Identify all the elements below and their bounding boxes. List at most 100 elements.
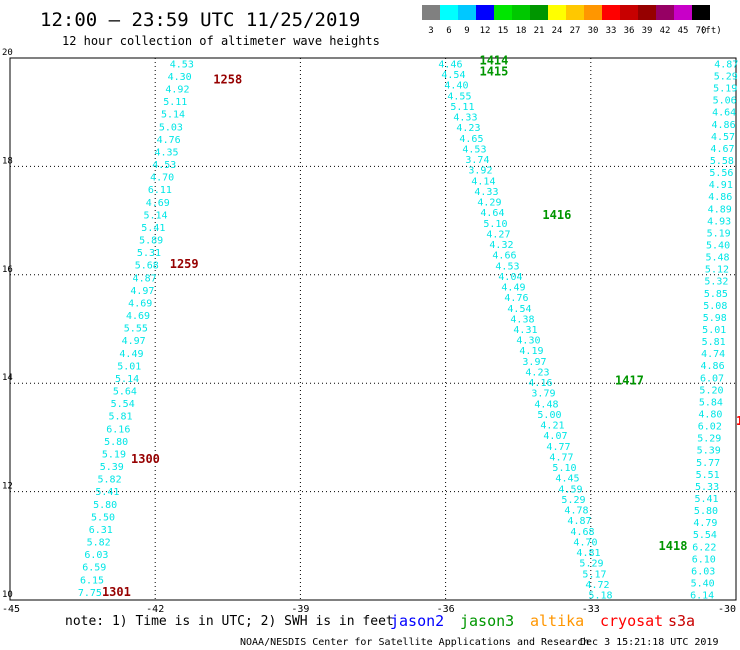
swh-value: 4.77 [546,442,570,453]
time-label: 1416 [542,208,571,222]
swh-value: 4.21 [540,421,564,432]
footer-credit: NOAA/NESDIS Center for Satellite Applica… [240,637,589,648]
swh-value: 6.16 [106,424,130,435]
swh-value: 5.56 [709,168,733,179]
swh-value: 5.29 [697,434,721,445]
swh-value: 5.39 [100,462,124,473]
swh-value: 4.69 [126,311,150,322]
swh-value: 4.74 [701,349,725,360]
legend-swatch [530,5,548,20]
x-axis-ticks: -45 -42 -39 -36 -33 -30 [2,604,736,615]
swh-value: 4.54 [507,304,531,315]
swh-value: 4.53 [170,59,194,70]
swh-value: 5.54 [111,399,135,410]
legend-unit: (ft) [700,26,722,36]
plot-area: 20 18 16 14 12 10 -45 -42 -39 -36 -33 -30 4.53 4.30… [2,48,740,615]
legend-swatch [422,5,440,20]
swh-value: 5.19 [707,228,731,239]
y-tick-label: 18 [2,156,13,166]
y-tick-label: 16 [2,265,13,275]
swh-value: 4.69 [146,198,170,209]
swh-value: 4.49 [501,283,525,294]
swh-value: 4.64 [480,208,504,219]
swh-value: 5.00 [537,410,561,421]
legend-swatch [440,5,458,20]
time-label: 13 [736,414,740,428]
x-tick-label: -36 [437,604,455,615]
satellite-label: jason2 [390,612,444,630]
legend-label: 6 [446,26,451,36]
swh-value: 5.98 [703,313,727,324]
swh-value: 5.41 [141,223,165,234]
swh-value: 4.38 [510,314,534,325]
swh-value: 4.87 [714,59,738,70]
y-tick-label: 14 [2,373,13,383]
swh-value: 4.78 [564,506,588,517]
legend-swatch [602,5,620,20]
swh-value: 3.79 [531,389,555,400]
swh-value: 4.68 [570,527,594,538]
swh-value: 5.29 [579,559,603,570]
swh-value: 6.03 [691,566,715,577]
swh-value: 5.31 [137,248,161,259]
legend-label: 15 [498,26,509,36]
footer-note: note: 1) Time is in UTC; 2) SWH is in fe… [65,614,394,629]
swh-value: 4.97 [122,336,146,347]
satellite-label: s3a [668,612,695,630]
legend-label: 39 [642,26,653,36]
swh-value: 4.77 [549,452,573,463]
legend-label: 45 [678,26,689,36]
time-label: 1414 [479,54,508,68]
swh-value: 4.16 [528,378,552,389]
swh-value: 4.86 [701,361,725,372]
swh-value: 5.64 [113,387,137,398]
x-tick-label: -39 [291,604,309,615]
swh-value: 4.59 [558,484,582,495]
swh-value: 4.66 [492,251,516,262]
swh-value: 4.04 [498,272,522,283]
legend-label: 30 [588,26,599,36]
swh-value: 3.74 [465,155,489,166]
footer-timestamp: Dec 3 15:21:18 UTC 2019 [580,637,718,648]
y-axis-ticks: 20 18 16 14 12 10 [2,48,13,600]
swh-value: 4.30 [516,336,540,347]
swh-value: 5.58 [710,156,734,167]
swh-value: 6.31 [89,525,113,536]
swh-value: 6.02 [698,422,722,433]
swh-value: 6.10 [692,554,716,565]
swh-value: 5.33 [695,482,719,493]
swh-value: 4.64 [712,108,736,119]
swh-value: 4.76 [504,293,528,304]
legend-label: 27 [570,26,581,36]
swh-value: 4.53 [462,144,486,155]
swh-value: 5.48 [705,253,729,264]
legend-label: 9 [464,26,469,36]
swh-value: 4.87 [567,516,591,527]
legend-swatch [638,5,656,20]
swh-value: 4.31 [513,325,537,336]
legend-swatch [584,5,602,20]
swh-value: 4.81 [576,548,600,559]
time-label: 1415 [479,65,508,79]
swh-value: 4.29 [477,198,501,209]
swh-value: 4.69 [128,298,152,309]
swh-value: 5.50 [91,512,115,523]
swh-value: 5.01 [117,361,141,372]
legend-swatch [566,5,584,20]
swh-value: 4.76 [157,135,181,146]
time-label: 1301 [102,585,131,599]
legend-label: 33 [606,26,617,36]
swh-value: 5.82 [87,538,111,549]
x-tick-label: -30 [718,604,736,615]
legend-swatch [656,5,674,20]
swh-value: 5.10 [552,463,576,474]
time-label: 1300 [131,452,160,466]
legend-label: 36 [624,26,635,36]
swh-value: 5.82 [98,475,122,486]
swh-value: 4.80 [698,410,722,421]
swh-value: 4.70 [573,537,597,548]
swh-value: 5.81 [108,412,132,423]
swh-value: 4.27 [486,229,510,240]
swh-value: 4.23 [525,367,549,378]
